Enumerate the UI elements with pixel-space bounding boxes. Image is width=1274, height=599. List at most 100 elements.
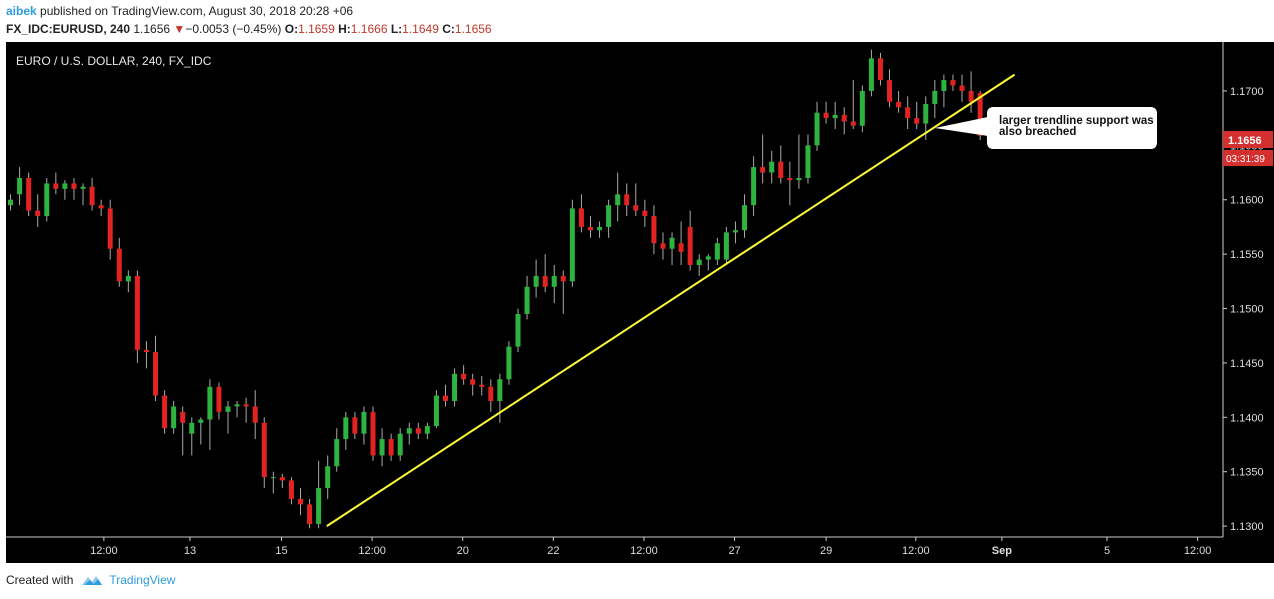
candle[interactable]: [950, 74, 956, 91]
candle[interactable]: [134, 270, 140, 363]
candle[interactable]: [533, 259, 539, 298]
candle[interactable]: [397, 428, 403, 461]
candle[interactable]: [868, 49, 874, 97]
candle[interactable]: [44, 177, 50, 222]
candle[interactable]: [343, 411, 349, 450]
candle[interactable]: [678, 221, 684, 266]
candle[interactable]: [207, 379, 213, 450]
candle[interactable]: [696, 254, 702, 276]
trendline[interactable]: [326, 73, 1016, 527]
candle[interactable]: [279, 473, 285, 489]
candle[interactable]: [8, 194, 14, 211]
candle[interactable]: [877, 52, 883, 86]
candle[interactable]: [687, 210, 693, 271]
candle[interactable]: [325, 455, 331, 499]
candle[interactable]: [125, 270, 131, 293]
candle[interactable]: [615, 172, 621, 222]
candle[interactable]: [578, 194, 584, 233]
candle[interactable]: [470, 373, 476, 396]
candle[interactable]: [361, 406, 367, 445]
candle[interactable]: [778, 145, 784, 184]
candle[interactable]: [216, 382, 222, 420]
candle[interactable]: [524, 275, 530, 320]
candle[interactable]: [198, 417, 204, 445]
candle[interactable]: [723, 226, 729, 266]
candle[interactable]: [424, 422, 430, 440]
candle[interactable]: [569, 199, 575, 287]
candle[interactable]: [243, 397, 249, 423]
candle[interactable]: [388, 433, 394, 461]
candle[interactable]: [669, 232, 675, 266]
candle[interactable]: [932, 80, 938, 119]
candle[interactable]: [180, 406, 186, 456]
candle[interactable]: [587, 216, 593, 238]
candle[interactable]: [26, 172, 32, 217]
candle[interactable]: [705, 254, 711, 271]
candle[interactable]: [941, 74, 947, 108]
candle[interactable]: [307, 498, 313, 529]
candle[interactable]: [760, 134, 766, 184]
price-axis[interactable]: [1223, 42, 1274, 537]
candle[interactable]: [542, 254, 548, 293]
candle[interactable]: [850, 80, 856, 130]
candle[interactable]: [887, 69, 893, 108]
candle[interactable]: [597, 221, 603, 238]
candle[interactable]: [189, 417, 195, 456]
candle[interactable]: [633, 183, 639, 217]
candle[interactable]: [660, 232, 666, 260]
candle[interactable]: [606, 199, 612, 238]
candle[interactable]: [814, 101, 820, 151]
candle[interactable]: [515, 308, 521, 353]
candle[interactable]: [488, 379, 494, 412]
candle[interactable]: [352, 411, 358, 440]
candle[interactable]: [316, 460, 322, 529]
candle[interactable]: [551, 265, 557, 304]
candle[interactable]: [143, 341, 149, 369]
candle[interactable]: [751, 156, 757, 217]
candle[interactable]: [560, 270, 566, 314]
candle[interactable]: [406, 422, 412, 445]
candle[interactable]: [796, 134, 802, 189]
candle[interactable]: [742, 194, 748, 238]
time-axis[interactable]: [6, 537, 1274, 563]
candle[interactable]: [288, 477, 294, 505]
candle[interactable]: [714, 237, 720, 266]
candle[interactable]: [832, 101, 838, 130]
candle[interactable]: [506, 341, 512, 385]
candle[interactable]: [624, 183, 630, 217]
candle[interactable]: [261, 417, 267, 489]
candle[interactable]: [171, 401, 177, 434]
candle[interactable]: [116, 237, 122, 287]
candle[interactable]: [914, 101, 920, 130]
candle[interactable]: [461, 365, 467, 385]
candle[interactable]: [162, 390, 168, 434]
candle[interactable]: [442, 384, 448, 407]
candle[interactable]: [298, 488, 304, 516]
candle[interactable]: [732, 221, 738, 244]
candle[interactable]: [62, 180, 68, 200]
candle[interactable]: [433, 390, 439, 429]
candle[interactable]: [905, 96, 911, 130]
candle[interactable]: [823, 101, 829, 124]
candle[interactable]: [805, 134, 811, 184]
candle[interactable]: [896, 90, 902, 113]
candle[interactable]: [479, 375, 485, 396]
candle[interactable]: [968, 71, 974, 113]
candle[interactable]: [17, 167, 23, 206]
candle[interactable]: [35, 194, 41, 227]
tradingview-link[interactable]: TradingView: [81, 573, 175, 587]
author-link[interactable]: aibek: [6, 4, 37, 18]
candle[interactable]: [252, 390, 258, 440]
candle[interactable]: [452, 368, 458, 407]
trendline-annotation[interactable]: larger trendline support was also breach…: [987, 107, 1157, 149]
candle[interactable]: [959, 74, 965, 102]
candle[interactable]: [497, 373, 503, 423]
candle[interactable]: [225, 401, 231, 434]
candle[interactable]: [370, 406, 376, 461]
candle[interactable]: [234, 401, 240, 418]
candle[interactable]: [107, 199, 113, 260]
candle[interactable]: [334, 428, 340, 472]
candle[interactable]: [769, 150, 775, 184]
candle[interactable]: [379, 428, 385, 467]
